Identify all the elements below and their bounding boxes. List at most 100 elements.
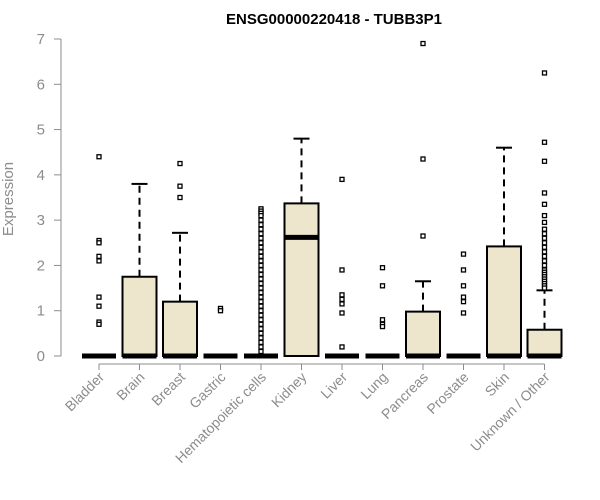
outlier-point	[96, 258, 102, 264]
outlier-point	[379, 283, 386, 289]
outlier-point	[177, 194, 183, 201]
outlier-point	[177, 183, 183, 189]
outlier-point	[339, 310, 345, 316]
outlier-point	[541, 262, 548, 269]
x-tick-label: Breast	[148, 369, 188, 409]
box-rect	[526, 328, 563, 357]
outlier-point	[258, 231, 264, 237]
outlier-point	[258, 222, 264, 228]
outlier-point	[258, 226, 264, 232]
outlier-point	[541, 158, 548, 164]
outlier-point	[96, 321, 102, 327]
outlier-point	[258, 348, 264, 355]
outlier-point	[541, 249, 548, 255]
outlier-point	[541, 190, 548, 196]
outlier-point	[420, 156, 426, 162]
outlier-point	[258, 244, 264, 250]
box-rect	[121, 275, 158, 357]
outlier-point	[258, 267, 264, 273]
outlier-point	[258, 249, 264, 255]
outlier-point	[96, 253, 102, 260]
box-brain	[121, 182, 158, 359]
outlier-point	[541, 235, 548, 241]
outlier-point	[258, 253, 264, 260]
y-tick-label: 2	[37, 257, 45, 274]
outlier-point	[379, 317, 386, 323]
box-kidney	[283, 137, 320, 357]
outlier-point	[177, 160, 183, 167]
outlier-point	[258, 258, 264, 264]
outlier-point	[258, 276, 264, 282]
outlier-point	[460, 299, 467, 305]
y-tick-label: 3	[37, 212, 45, 229]
box-rect	[405, 310, 441, 357]
x-tick-label: Kidney	[268, 369, 310, 411]
outlier-point	[339, 292, 345, 298]
outlier-point	[258, 303, 264, 309]
outlier-point	[541, 70, 548, 76]
outlier-point	[541, 201, 548, 207]
box-rect	[162, 300, 198, 357]
outlier-point	[541, 226, 548, 232]
x-tick-label: Liver	[317, 369, 350, 402]
outlier-point	[258, 285, 264, 291]
outlier-point	[258, 339, 264, 346]
outlier-point	[339, 176, 345, 183]
outlier-point	[460, 310, 467, 316]
outlier-point	[460, 294, 467, 300]
chart-title: ENSG00000220418 - TUBB3P1	[226, 11, 442, 28]
y-axis-label: Expression	[0, 162, 17, 236]
outlier-point	[258, 326, 264, 332]
y-tick-label: 4	[37, 167, 45, 184]
outlier-point	[258, 289, 264, 296]
outlier-point	[258, 217, 264, 223]
y-tick-label: 6	[37, 76, 45, 93]
outlier-point	[258, 240, 264, 246]
outlier-point	[541, 139, 548, 145]
outlier-point	[258, 317, 264, 323]
y-tick-label: 5	[37, 122, 45, 139]
y-tick-label: 0	[37, 348, 45, 365]
outlier-point	[258, 330, 264, 337]
box-hematopoietic-cells	[244, 206, 278, 359]
y-axis: 0 1 2 3 4 5 6 7	[37, 31, 62, 365]
outlier-point	[258, 344, 264, 350]
x-tick-label: Skin	[482, 369, 513, 400]
box-rect	[486, 245, 522, 357]
outlier-point	[460, 283, 467, 289]
box-rect	[283, 202, 320, 357]
outlier-point	[541, 258, 548, 264]
x-tick-label: Prostate	[423, 369, 471, 417]
outlier-point	[258, 235, 264, 241]
outlier-point	[541, 285, 548, 291]
outlier-point	[541, 240, 548, 246]
box-skin	[486, 146, 522, 359]
outlier-point	[96, 294, 102, 300]
outlier-point	[258, 308, 264, 314]
boxes-group	[82, 40, 563, 359]
box-unknown-other	[526, 70, 563, 359]
x-tick-label: Brain	[113, 369, 147, 403]
x-tick-label: Bladder	[62, 369, 108, 415]
y-tick-label: 1	[37, 303, 45, 320]
outlier-point	[420, 233, 426, 239]
outlier-point	[379, 323, 386, 330]
outlier-point	[339, 267, 345, 273]
box-liver	[325, 176, 359, 359]
outlier-point	[258, 312, 264, 318]
outlier-point	[420, 40, 426, 47]
outlier-point	[460, 251, 467, 257]
box-bladder	[82, 154, 116, 359]
outlier-point	[541, 244, 548, 250]
outlier-point	[541, 219, 548, 226]
outlier-point	[258, 212, 264, 219]
outlier-point	[258, 294, 264, 300]
box-prostate	[446, 251, 481, 359]
box-lung	[365, 265, 400, 359]
outlier-point	[96, 303, 102, 309]
outlier-point	[541, 253, 548, 260]
outlier-point	[460, 267, 467, 273]
outlier-point	[379, 265, 386, 271]
outlier-point	[96, 240, 102, 246]
